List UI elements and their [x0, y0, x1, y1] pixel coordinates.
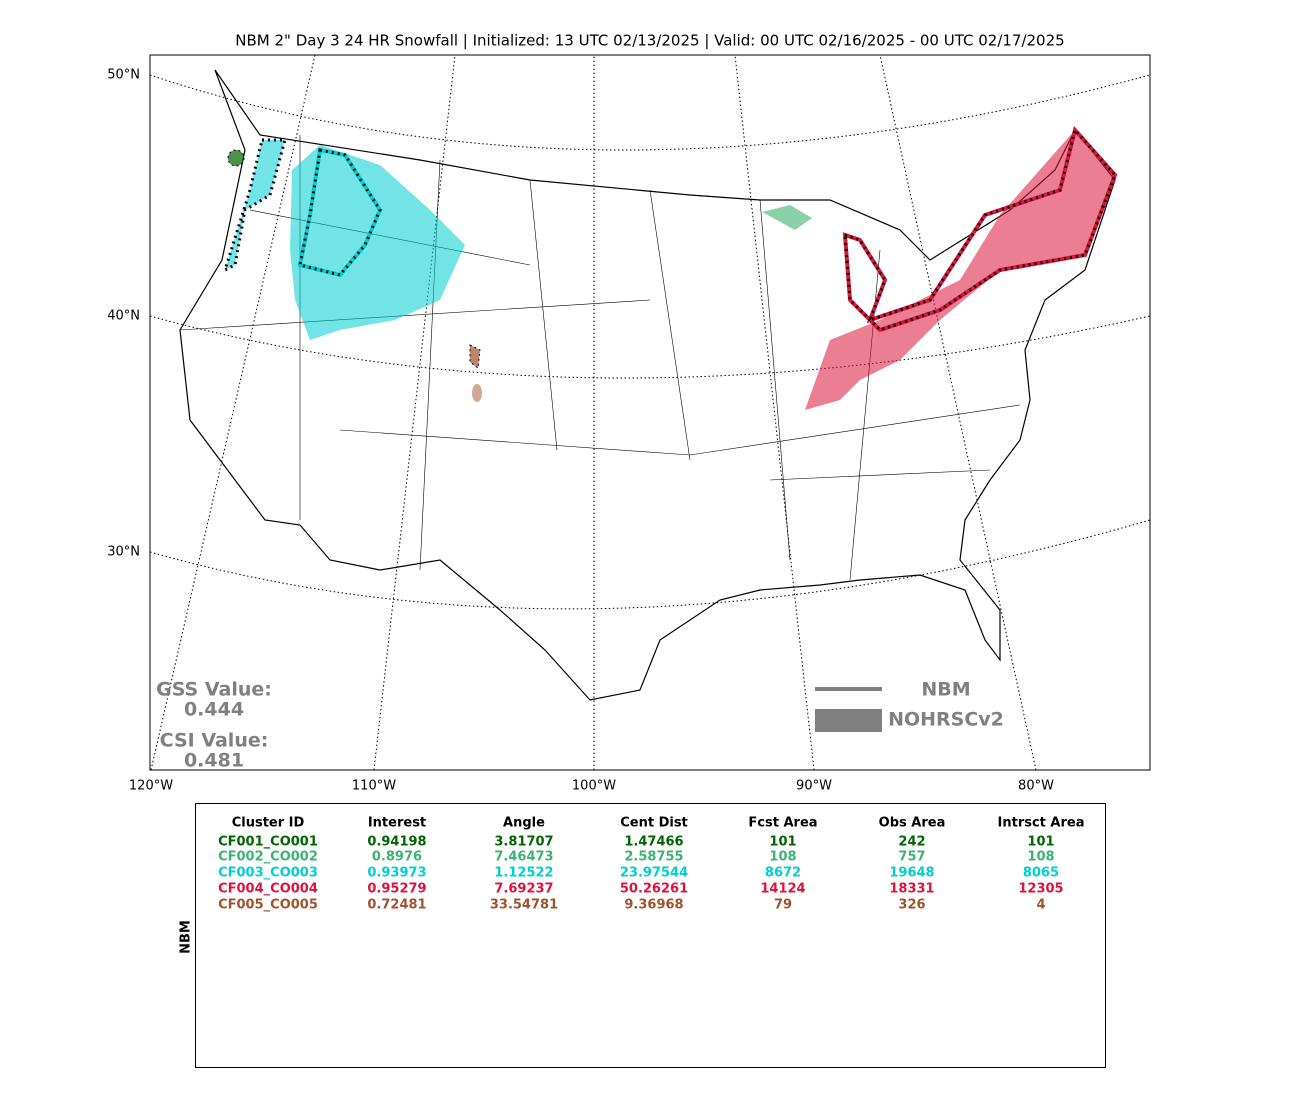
table-cell: 0.8976	[372, 850, 422, 865]
lon-labels: 120°W 110°W 100°W 90°W 80°W	[129, 779, 1054, 794]
table-cell: 1.12522	[494, 866, 553, 881]
table-cell: 23.97544	[620, 866, 688, 881]
fcst-area	[227, 149, 245, 167]
lon-label: 120°W	[129, 779, 173, 794]
table-cell: 1.47466	[624, 835, 683, 850]
table-cell: 4	[1036, 898, 1045, 913]
table-cell: 79	[774, 898, 792, 913]
table-cell: 0.94198	[367, 835, 426, 850]
table-cell: 12305	[1018, 882, 1063, 897]
table-cell: 101	[769, 835, 796, 850]
table-cell: 3.81707	[494, 835, 553, 850]
fcst-area	[469, 344, 481, 369]
table-box	[195, 803, 1106, 1068]
lat-label: 30°N	[107, 545, 140, 560]
table-cell: 101	[1027, 835, 1054, 850]
table-cell: 242	[898, 835, 925, 850]
table: Cluster ID Interest Angle Cent Dist Fcst Are…	[218, 816, 1084, 913]
table-cell: CF005_CO005	[218, 898, 318, 913]
legend-label: NBM	[921, 679, 970, 701]
table-header: Cent Dist	[620, 816, 688, 831]
lon-label: 100°W	[572, 779, 616, 794]
fcst-area	[298, 148, 382, 277]
table-cell: CF001_CO001	[218, 835, 318, 850]
table-cell: 14124	[760, 882, 805, 897]
fcst-area	[222, 138, 287, 273]
table-cell: 9.36968	[624, 898, 683, 913]
table-cell: 8672	[765, 866, 801, 881]
lon-label: 110°W	[352, 779, 396, 794]
table-header: Intrsct Area	[998, 816, 1085, 831]
table-cell: 0.72481	[367, 898, 426, 913]
table-cell: 108	[769, 850, 796, 865]
lat-labels: 50°N 40°N 30°N	[107, 68, 140, 560]
score-value: 0.444	[184, 699, 244, 721]
lat-label: 40°N	[107, 309, 140, 324]
legend-label: NOHRSCv2	[888, 709, 1004, 731]
table-cell: 326	[898, 898, 925, 913]
map-title: NBM 2" Day 3 24 HR Snowfall | Initialize…	[235, 32, 1064, 50]
table-cell: 8065	[1023, 866, 1059, 881]
table-cell: 33.54781	[490, 898, 558, 913]
lat-label: 50°N	[107, 68, 140, 83]
graticule	[149, 315, 1151, 379]
table-cell: 0.95279	[367, 882, 426, 897]
map	[149, 54, 1151, 771]
table-cell: 19648	[889, 866, 934, 881]
table-header: Fcst Area	[748, 816, 817, 831]
table-cell: CF002_CO002	[218, 850, 318, 865]
table-cell: 18331	[889, 882, 934, 897]
table-cell: 0.93973	[367, 866, 426, 881]
table-header: Angle	[503, 816, 545, 831]
fcst-area	[843, 126, 1117, 332]
table-header: Cluster ID	[232, 816, 305, 831]
table-cell: 2.58755	[624, 850, 683, 865]
lon-label: 90°W	[796, 779, 832, 794]
obs-area	[762, 205, 812, 230]
obs-area	[290, 145, 465, 340]
coastline	[179, 69, 1116, 701]
table-side-label: NBM	[179, 920, 194, 954]
table-cell: 757	[898, 850, 925, 865]
graticule	[149, 519, 1151, 610]
table-header: Obs Area	[879, 816, 946, 831]
lon-label: 80°W	[1018, 779, 1054, 794]
graticule	[150, 54, 1037, 771]
table-cell: 50.26261	[620, 882, 688, 897]
score-label: GSS Value:	[156, 679, 272, 701]
table-cell: CF003_CO003	[218, 866, 318, 881]
score-value: 0.481	[184, 750, 244, 772]
table-cell: 7.46473	[494, 850, 553, 865]
obs-area	[472, 384, 482, 402]
table-cell: 7.69237	[494, 882, 553, 897]
table-cell: CF004_CO004	[218, 882, 318, 897]
legend-patch	[815, 709, 882, 732]
obs-area	[805, 130, 1115, 410]
table-header: Interest	[368, 816, 426, 831]
table-cell: 108	[1027, 850, 1054, 865]
score-label: CSI Value:	[160, 730, 269, 752]
